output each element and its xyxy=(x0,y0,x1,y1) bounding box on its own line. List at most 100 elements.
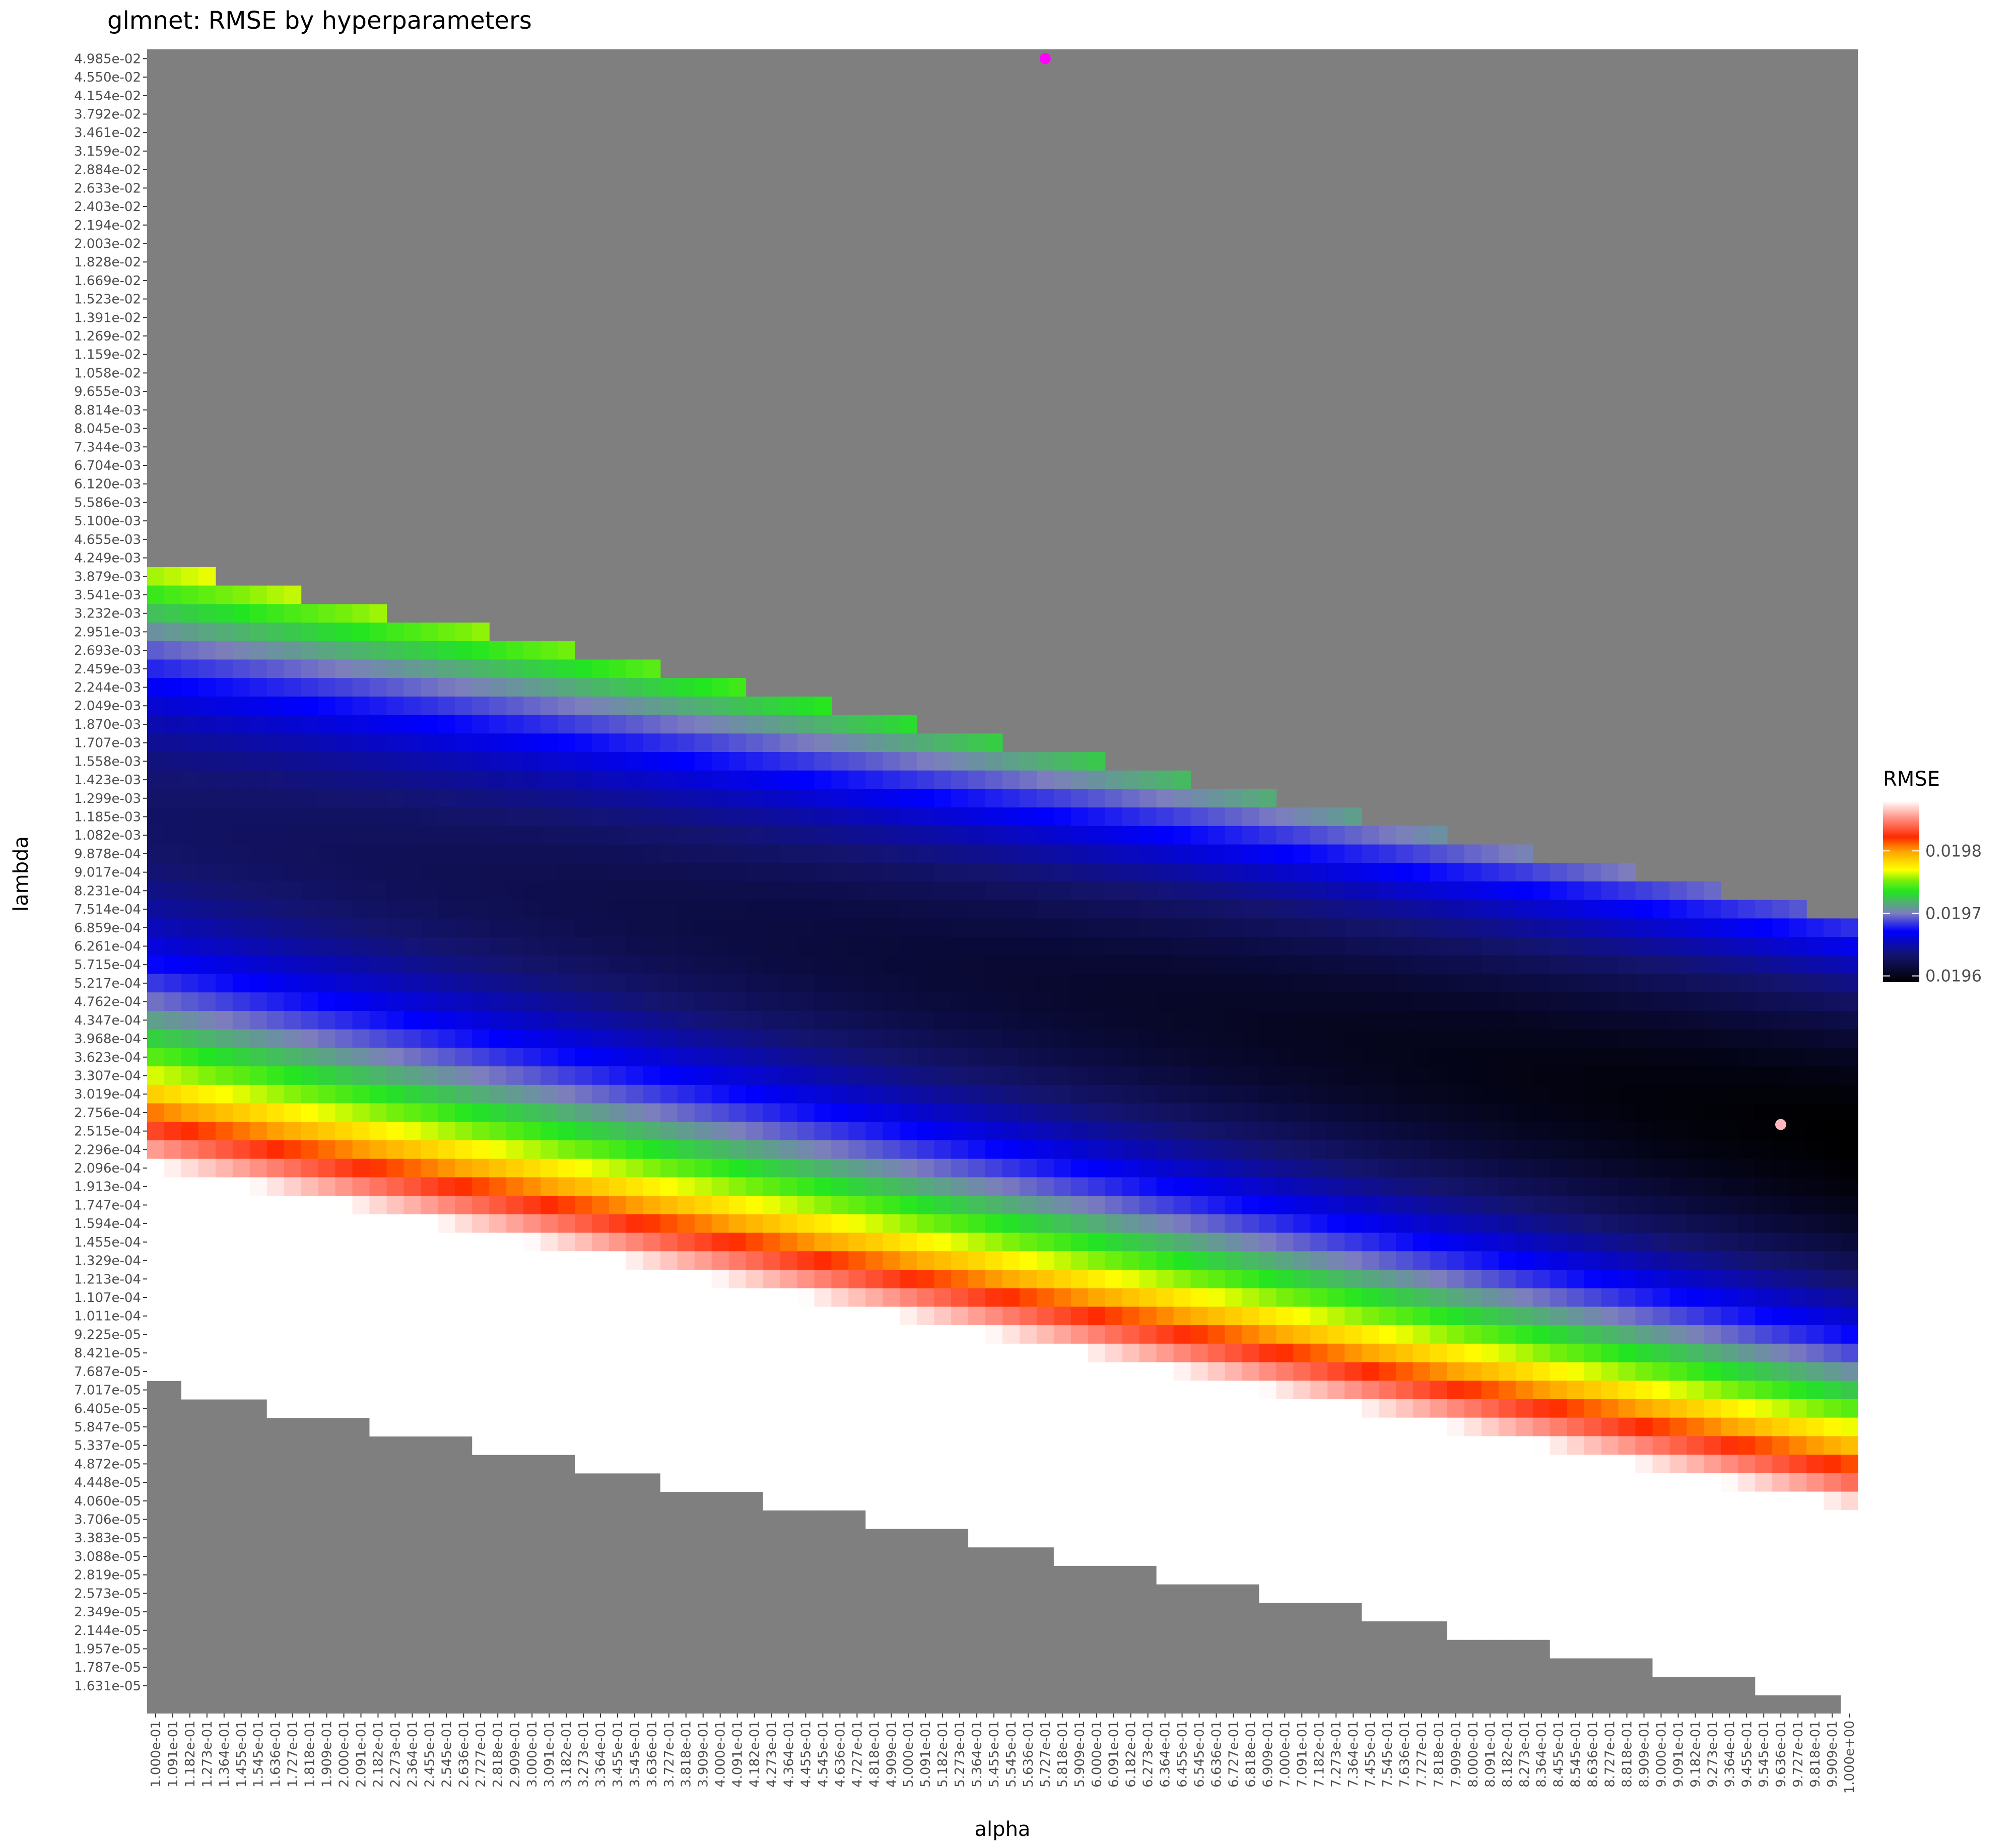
heatmap-cell xyxy=(848,1307,866,1326)
heatmap-cell xyxy=(694,770,712,790)
heatmap-cell xyxy=(284,585,302,604)
heatmap-cell xyxy=(746,807,764,827)
heatmap-cell xyxy=(1019,1029,1037,1048)
heatmap-cell xyxy=(1772,1048,1790,1067)
heatmap-cell xyxy=(643,1103,661,1122)
heatmap-cell xyxy=(404,1381,421,1400)
heatmap-cell xyxy=(814,1307,832,1326)
heatmap-cell xyxy=(694,733,712,752)
x-tick-label: 8.000e-01 xyxy=(1466,1721,1481,1788)
heatmap-cell xyxy=(1276,1417,1294,1436)
heatmap-cell xyxy=(1789,918,1807,937)
heatmap-cell xyxy=(1105,937,1123,956)
heatmap-cell xyxy=(1259,1436,1277,1455)
heatmap-cell xyxy=(865,955,883,975)
heatmap-cell xyxy=(660,826,678,845)
heatmap-cell xyxy=(438,1066,455,1085)
heatmap-cell xyxy=(369,770,387,790)
y-tick-label: 8.045e-03 xyxy=(74,422,141,437)
heatmap-cell xyxy=(1806,1343,1824,1363)
heatmap-cell xyxy=(369,752,387,771)
heatmap-cell xyxy=(1721,1584,1738,1603)
heatmap-cell xyxy=(951,1343,969,1363)
heatmap-cell xyxy=(660,1010,678,1030)
heatmap-cell xyxy=(198,1381,216,1400)
heatmap-cell xyxy=(558,1362,575,1381)
heatmap-cell xyxy=(1721,1029,1738,1048)
heatmap-cell xyxy=(660,1343,678,1363)
heatmap-cell xyxy=(763,1362,781,1381)
heatmap-cell xyxy=(266,807,285,827)
heatmap-cell xyxy=(1669,1288,1687,1307)
heatmap-cell xyxy=(1567,1417,1585,1436)
heatmap-cell xyxy=(1618,1029,1636,1048)
heatmap-cell xyxy=(369,1325,387,1344)
heatmap-cell xyxy=(1345,1343,1362,1363)
heatmap-cell xyxy=(883,770,900,790)
heatmap-cell xyxy=(609,1436,627,1455)
heatmap-cell xyxy=(1190,1103,1208,1122)
heatmap-cell xyxy=(591,752,610,771)
heatmap-cell xyxy=(728,1196,747,1215)
heatmap-cell xyxy=(831,1417,849,1436)
heatmap-cell xyxy=(609,1066,627,1085)
heatmap-cell xyxy=(1755,1455,1773,1474)
heatmap-cell xyxy=(1345,937,1362,956)
heatmap-cell xyxy=(848,900,866,919)
heatmap-cell xyxy=(1002,900,1020,919)
heatmap-cell xyxy=(1362,1436,1379,1455)
heatmap-cell xyxy=(1584,1103,1602,1122)
heatmap-cell xyxy=(1618,1565,1636,1585)
heatmap-cell xyxy=(1070,992,1089,1011)
heatmap-cell xyxy=(369,1307,387,1326)
heatmap-panel xyxy=(147,49,1858,1714)
heatmap-cell xyxy=(1207,1547,1226,1566)
heatmap-cell xyxy=(591,770,610,790)
heatmap-cell xyxy=(198,1233,216,1252)
heatmap-cell xyxy=(472,1214,490,1234)
heatmap-cell xyxy=(1498,1362,1516,1381)
heatmap-cell xyxy=(181,955,199,975)
heatmap-cell xyxy=(1669,974,1687,993)
heatmap-cell xyxy=(1772,1214,1790,1234)
heatmap-cell xyxy=(1498,1288,1516,1307)
heatmap-cell xyxy=(164,770,182,790)
heatmap-cell xyxy=(1225,1455,1243,1474)
heatmap-cell xyxy=(1019,1084,1037,1104)
heatmap-cell xyxy=(386,992,404,1011)
heatmap-cell xyxy=(951,1399,969,1418)
heatmap-cell xyxy=(1225,1140,1243,1159)
heatmap-cell xyxy=(1002,770,1020,790)
heatmap-cell xyxy=(1481,1417,1499,1436)
heatmap-cell xyxy=(1652,918,1670,937)
heatmap-cell xyxy=(1345,918,1362,937)
heatmap-cell xyxy=(1036,1436,1054,1455)
heatmap-cell xyxy=(181,696,199,716)
heatmap-cell xyxy=(1532,1029,1551,1048)
heatmap-cell xyxy=(626,881,644,901)
heatmap-cell xyxy=(900,715,917,734)
heatmap-cell xyxy=(643,1140,661,1159)
heatmap-cell xyxy=(1584,1066,1602,1085)
heatmap-cell xyxy=(266,733,285,752)
heatmap-cell xyxy=(848,863,866,882)
y-tick-label: 2.194e-02 xyxy=(74,218,141,233)
heatmap-cell xyxy=(728,1177,747,1196)
heatmap-cell xyxy=(455,1233,473,1252)
y-tick-label: 4.985e-02 xyxy=(74,51,141,66)
heatmap-cell xyxy=(1669,1307,1687,1326)
heatmap-cell xyxy=(1088,1510,1106,1529)
heatmap-cell xyxy=(1618,974,1636,993)
heatmap-cell xyxy=(865,992,883,1011)
heatmap-cell xyxy=(1345,1122,1362,1141)
heatmap-cell xyxy=(1567,1436,1585,1455)
heatmap-cell xyxy=(1396,1010,1414,1030)
heatmap-cell xyxy=(1173,1158,1191,1178)
heatmap-cell xyxy=(1772,1010,1790,1030)
heatmap-cell xyxy=(1156,1196,1174,1215)
heatmap-cell xyxy=(1413,1491,1431,1511)
heatmap-cell xyxy=(438,678,455,697)
heatmap-cell xyxy=(1276,1343,1294,1363)
heatmap-cell xyxy=(1413,844,1431,863)
heatmap-cell xyxy=(1396,1288,1414,1307)
